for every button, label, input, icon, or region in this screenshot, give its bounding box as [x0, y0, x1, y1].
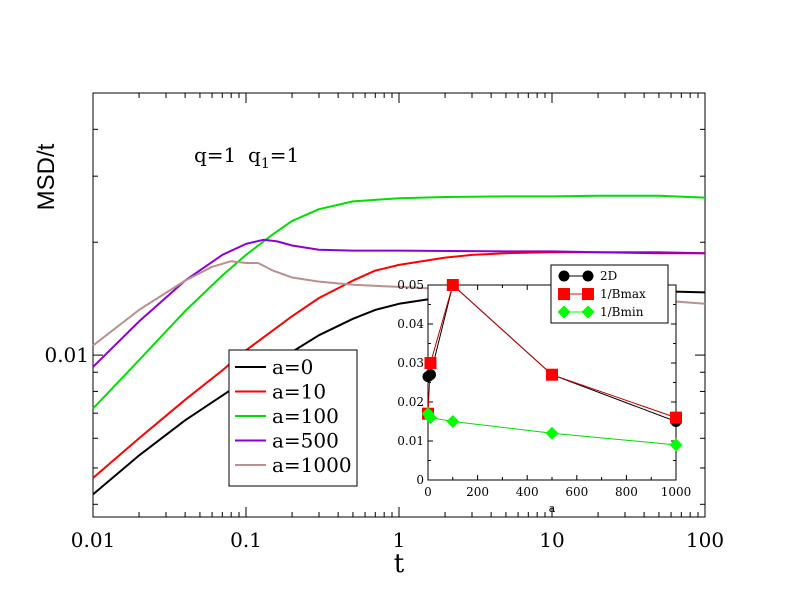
- inset-legend-marker: [558, 270, 570, 282]
- main-legend-box: [228, 349, 358, 487]
- main-x-tick-label: 10: [539, 528, 564, 552]
- legend-label: a=100: [272, 404, 339, 428]
- annotation-q1-sub: 1: [261, 156, 270, 172]
- inset-point-circle: [424, 369, 436, 381]
- inset-y-tick-label: 0.01: [397, 434, 424, 448]
- inset-x-tick-label: 1000: [661, 485, 692, 499]
- inset-x-tick-label: 600: [565, 485, 588, 499]
- legend-label: a=500: [272, 429, 339, 453]
- inset-y-tick-label: 0.02: [397, 395, 424, 409]
- legend-label: a=0: [272, 355, 313, 379]
- inset-x-axis-label: a: [549, 502, 556, 515]
- inset-y-tick-label: 0.05: [397, 278, 424, 292]
- annotation-q1-prefix: q: [248, 143, 261, 167]
- inset-y-tick-label: 0: [416, 473, 424, 487]
- series-line-a-500: [92, 238, 705, 368]
- main-ticks: 0.01 0.1 1 10 1000.01: [44, 92, 724, 552]
- inset-x-tick-label: 400: [516, 485, 539, 499]
- inset-point-square: [424, 357, 437, 369]
- main-x-axis-label: t: [394, 549, 405, 579]
- inset-legend-marker: [558, 288, 570, 300]
- inset-legend-label: 1/Bmin: [600, 305, 644, 319]
- legend-label: a=1000: [272, 453, 352, 477]
- inset-legend: 2D 1/Bmax 1/Bmin: [557, 269, 646, 319]
- inset-point-square: [546, 368, 558, 381]
- inset-point-diamond: [446, 415, 460, 428]
- inset-series: [421, 279, 683, 452]
- main-x-tick-label: 0.1: [230, 528, 262, 552]
- inset-legend-label: 1/Bmax: [600, 287, 646, 301]
- main-y-axis-label: MSD/t: [33, 143, 60, 210]
- main-x-tick-label: 1: [393, 528, 406, 552]
- annotation-q: q=1: [194, 143, 236, 167]
- series-line-a-100: [92, 194, 706, 410]
- inset-point-diamond: [669, 438, 683, 452]
- inset-legend-marker: [582, 270, 594, 282]
- inset-point-square: [446, 279, 459, 291]
- inset-legend-label: 2D: [600, 269, 617, 283]
- inset-x-tick-label: 0: [424, 485, 432, 499]
- inset-point-square: [670, 411, 682, 424]
- annotation-q1: q1=1: [248, 143, 299, 172]
- inset-y-tick-label: 0.04: [397, 317, 424, 331]
- annotation-q1-suffix: =1: [270, 143, 299, 167]
- inset-legend-marker: [557, 305, 571, 319]
- inset-x-tick-label: 800: [615, 485, 638, 499]
- main-x-tick-label: 100: [686, 528, 724, 552]
- inset-y-tick-label: 0.03: [397, 356, 424, 370]
- main-y-tick-label: 0.01: [44, 343, 89, 367]
- inset-legend-marker: [582, 288, 594, 300]
- inset-legend-marker: [581, 305, 595, 319]
- inset-x-tick-label: 200: [466, 485, 489, 499]
- legend-label: a=10: [272, 380, 326, 404]
- inset-point-diamond: [545, 426, 559, 440]
- main-x-tick-label: 0.01: [71, 528, 116, 552]
- inset-point-diamond: [423, 411, 437, 425]
